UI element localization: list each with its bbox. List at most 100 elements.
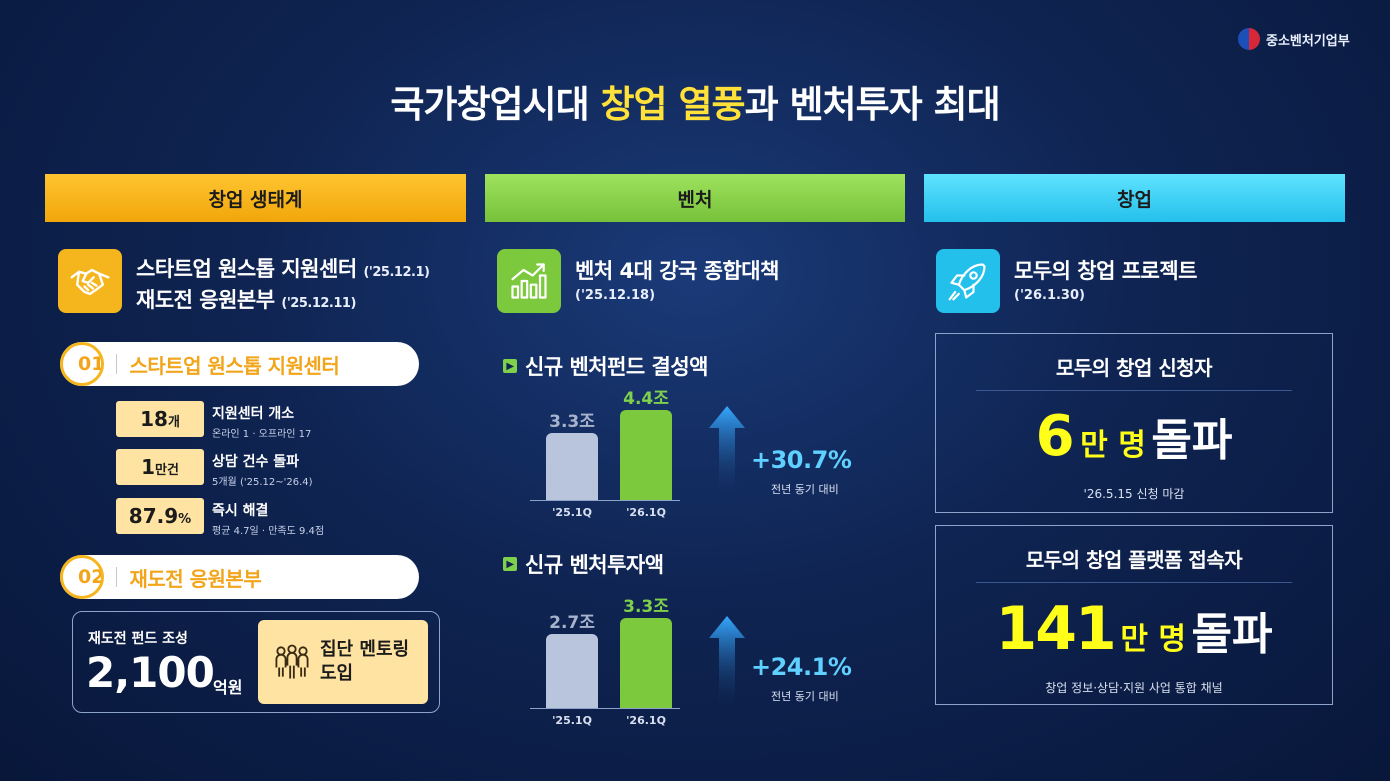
retry-fund-box <box>72 611 440 713</box>
pill-ring <box>60 342 104 386</box>
applicants-number: 6 <box>1035 404 1075 469</box>
column-header-venture: 벤처 <box>485 174 905 222</box>
stat-title: 상담 건수 돌파 <box>212 454 300 470</box>
up-arrow-icon <box>707 614 747 714</box>
applicants-box <box>935 333 1333 513</box>
stat-value-resolved: 87.9% <box>116 498 204 534</box>
stat-unit: % <box>178 512 192 527</box>
column-header-startup: 창업 <box>924 174 1345 222</box>
chart-data-label: 2.7조 <box>549 613 595 633</box>
mentoring-text: 집단 멘토링 도입 <box>320 639 410 684</box>
title-part2: 과 벤처투자 최대 <box>744 83 1001 126</box>
onestop-center-title: 스타트업 원스톱 지원센터 <box>136 257 357 281</box>
group-people-icon <box>275 644 309 679</box>
fund-section-title: 신규 벤처펀드 결성액 <box>525 355 709 379</box>
chart-category-label: '25.1Q <box>552 506 592 519</box>
chart-bar <box>620 618 672 708</box>
up-arrow-icon <box>707 404 747 504</box>
fund-bar-chart: 3.3조 '25.1Q 4.4조 '26.1Q <box>530 389 700 520</box>
page-title: 국가창업시대 창업 열풍과 벤처투자 최대 <box>0 74 1390 128</box>
applicants-word: 돌파 <box>1151 415 1233 466</box>
platform-title: 모두의 창업 플랫폼 접속자 <box>1025 548 1243 572</box>
retry-hq-date: ('25.12.11) <box>281 296 356 311</box>
invest-growth-label: 전년 동기 대비 <box>771 690 839 703</box>
venture-policy-title: 벤처 4대 강국 종합대책 <box>575 259 779 283</box>
applicants-title: 모두의 창업 신청자 <box>1055 356 1213 380</box>
stat-number: 18 <box>140 407 168 431</box>
stat-sub: 온라인 1 · 오프라인 17 <box>212 429 312 440</box>
ministry-emblem-icon <box>1238 28 1260 50</box>
chart-bar <box>546 634 598 708</box>
pill-divider <box>116 354 118 374</box>
stat-text-resolved: 즉시 해결 평균 4.7일 · 만족도 9.4점 <box>212 500 324 537</box>
fund-unit: 억원 <box>213 678 243 697</box>
stat-title: 즉시 해결 <box>212 503 269 519</box>
growth-chart-icon <box>497 249 561 313</box>
chart-data-label: 4.4조 <box>623 389 669 409</box>
fund-label: 재도전 펀드 조성 <box>88 631 188 647</box>
fund-growth-rate: +30.7% <box>751 446 852 474</box>
chart-baseline <box>530 708 680 709</box>
pill-ring <box>60 555 104 599</box>
chevron-right-icon: ▶ <box>503 359 517 373</box>
mentoring-box: 집단 멘토링 도입 <box>258 620 428 704</box>
onestop-center-heading: 스타트업 원스톱 지원센터 ('25.12.1) <box>136 254 430 288</box>
chart-data-label: 3.3조 <box>549 412 595 432</box>
startup-project-title: 모두의 창업 프로젝트 <box>1014 259 1198 283</box>
applicants-unit: 만 명 <box>1080 428 1146 463</box>
fund-value: 2,100 <box>86 648 215 697</box>
applicants-note: '26.5.15 신청 마감 <box>1083 487 1185 501</box>
retry-hq-title: 재도전 응원본부 <box>136 288 275 312</box>
stat-sub: 평균 4.7일 · 만족도 9.4점 <box>212 526 325 537</box>
chevron-right-icon: ▶ <box>503 557 517 571</box>
chart-bar <box>546 433 598 500</box>
platform-note: 창업 정보·상담·지원 사업 통합 채널 <box>1045 681 1223 695</box>
platform-word: 돌파 <box>1191 609 1273 660</box>
chart-category-label: '25.1Q <box>552 714 592 727</box>
chart-data-label: 3.3조 <box>623 597 669 617</box>
platform-number: 141 <box>995 594 1116 664</box>
stat-text-consults: 상담 건수 돌파 5개월 ('25.12~'26.4) <box>212 451 313 488</box>
venture-policy-date: ('25.12.18) <box>575 288 656 303</box>
section-label: 스타트업 원스톱 지원센터 <box>129 353 340 378</box>
title-highlight: 창업 열풍 <box>600 83 746 126</box>
stat-unit: 개 <box>167 415 180 430</box>
stat-value-centers: 18 개 <box>116 401 204 437</box>
stat-value-consults: 1 만건 <box>116 449 204 485</box>
invest-bar-chart: 2.7조 '25.1Q 3.3조 '26.1Q <box>530 597 700 727</box>
chart-baseline <box>530 500 680 501</box>
stat-number: 87.9 <box>128 504 179 528</box>
stat-number: 1 <box>141 455 155 479</box>
handshake-icon <box>58 249 122 313</box>
applicants-divider <box>976 390 1292 391</box>
onestop-center-date: ('25.12.1) <box>363 265 430 280</box>
rocket-icon <box>936 249 1000 313</box>
fund-growth-label: 전년 동기 대비 <box>771 483 839 496</box>
stat-title: 지원센터 개소 <box>212 406 295 422</box>
invest-growth-rate: +24.1% <box>751 653 852 681</box>
platform-unit: 만 명 <box>1120 622 1186 657</box>
stat-unit: 만건 <box>155 463 179 478</box>
stat-sub: 5개월 ('25.12~'26.4) <box>212 477 313 488</box>
invest-section-title: 신규 벤처투자액 <box>525 553 664 577</box>
chart-bar <box>620 410 672 500</box>
platform-box <box>935 525 1333 705</box>
section-pill-retry: 02 재도전 응원본부 <box>60 555 419 599</box>
title-part1: 국가창업시대 <box>390 83 601 126</box>
section-label: 재도전 응원본부 <box>129 566 262 591</box>
platform-divider <box>976 582 1292 583</box>
pill-divider <box>116 567 118 587</box>
invest-section-heading: ▶ 신규 벤처투자액 <box>503 549 664 579</box>
stat-text-centers: 지원센터 개소 온라인 1 · 오프라인 17 <box>212 403 311 440</box>
startup-project-date: ('26.1.30) <box>1014 288 1085 303</box>
section-pill-onestop: 01 스타트업 원스톱 지원센터 <box>60 342 419 386</box>
chart-category-label: '26.1Q <box>626 506 666 519</box>
platform-figure: 141 만 명 돌파 <box>935 594 1333 664</box>
chart-category-label: '26.1Q <box>626 714 666 727</box>
ministry-name: 중소벤처기업부 <box>1266 33 1350 49</box>
fund-section-heading: ▶ 신규 벤처펀드 결성액 <box>503 351 709 381</box>
ministry-logo: 중소벤처기업부 <box>1238 28 1350 50</box>
applicants-figure: 6 만 명 돌파 <box>935 404 1333 469</box>
column-header-ecosystem: 창업 생태계 <box>45 174 466 222</box>
retry-hq-heading: 재도전 응원본부 ('25.12.11) <box>136 285 356 319</box>
